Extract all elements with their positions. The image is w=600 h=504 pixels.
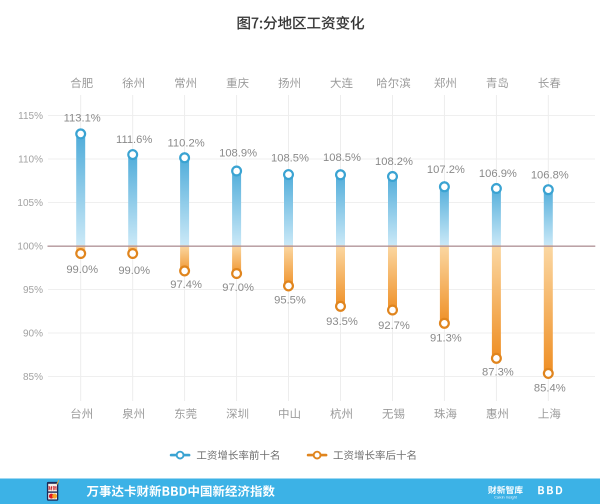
svg-text:110.2%: 110.2% xyxy=(168,137,205,149)
svg-text:108.5%: 108.5% xyxy=(323,152,361,164)
svg-text:107.2%: 107.2% xyxy=(427,164,465,176)
svg-text:111.6%: 111.6% xyxy=(116,134,152,146)
svg-text:106.8%: 106.8% xyxy=(531,169,569,181)
svg-text:113.1%: 113.1% xyxy=(64,113,101,125)
svg-text:87.3%: 87.3% xyxy=(482,367,514,379)
svg-text:97.0%: 97.0% xyxy=(222,282,254,294)
svg-text:106.9%: 106.9% xyxy=(479,168,517,180)
svg-text:85%: 85% xyxy=(23,372,43,383)
svg-text:108.5%: 108.5% xyxy=(271,152,309,164)
svg-text:108.9%: 108.9% xyxy=(219,148,257,160)
svg-text:95.5%: 95.5% xyxy=(274,294,306,306)
svg-text:91.3%: 91.3% xyxy=(430,333,462,345)
svg-text:110%: 110% xyxy=(18,155,43,166)
svg-text:97.4%: 97.4% xyxy=(170,279,202,291)
svg-text:108.2%: 108.2% xyxy=(375,156,413,168)
svg-text:99.0%: 99.0% xyxy=(66,264,98,276)
svg-text:92.7%: 92.7% xyxy=(378,320,410,332)
svg-text:Caixin Insight: Caixin Insight xyxy=(494,495,518,499)
svg-text:99.0%: 99.0% xyxy=(118,265,150,277)
svg-text:115%: 115% xyxy=(18,111,43,122)
svg-text:90%: 90% xyxy=(23,329,43,340)
svg-text:95%: 95% xyxy=(23,285,43,296)
svg-text:100%: 100% xyxy=(17,242,43,253)
svg-text:85.4%: 85.4% xyxy=(534,383,566,395)
svg-text:105%: 105% xyxy=(17,198,43,209)
svg-text:93.5%: 93.5% xyxy=(326,316,358,328)
